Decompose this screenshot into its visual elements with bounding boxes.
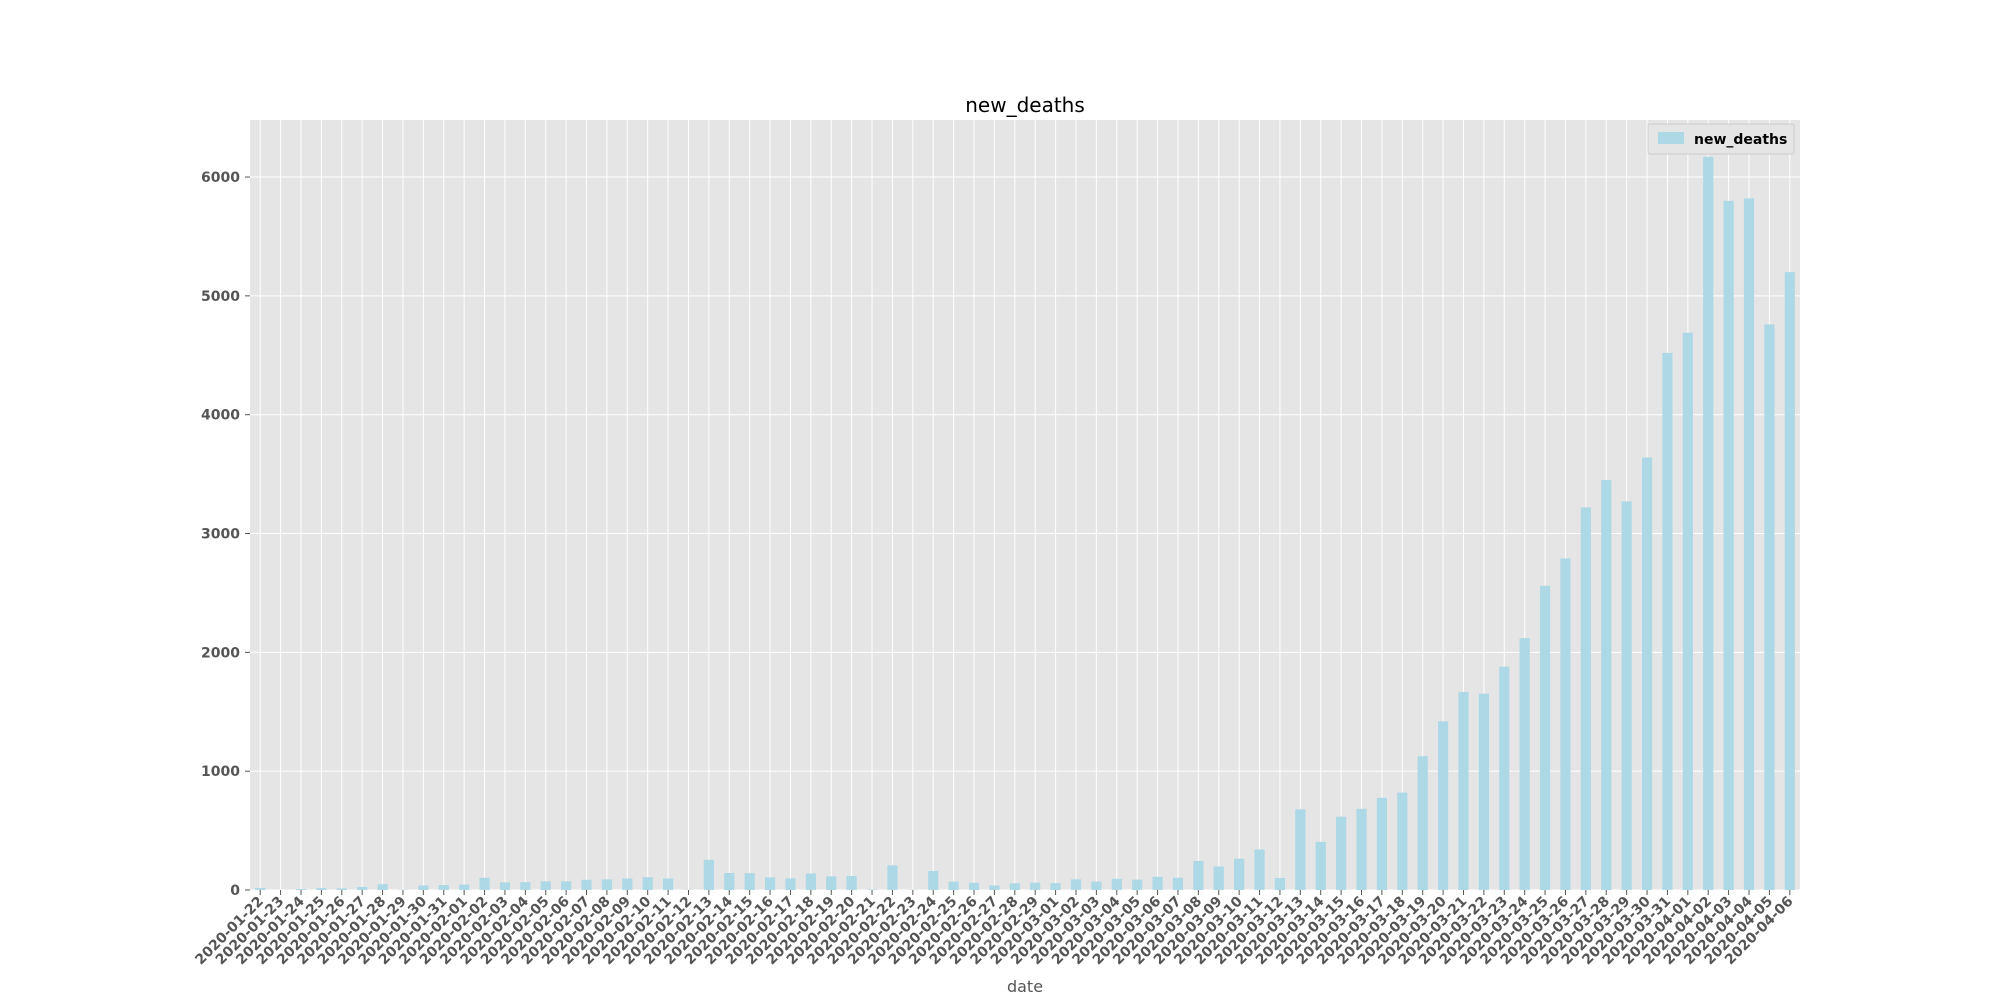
bar — [662, 878, 674, 890]
bar — [1723, 200, 1734, 890]
bar — [1234, 858, 1245, 890]
y-tick-label: 6000 — [201, 170, 240, 186]
bar — [561, 881, 572, 890]
bar — [1560, 558, 1571, 890]
bar — [540, 881, 551, 890]
bar — [968, 882, 980, 890]
bar — [1641, 457, 1653, 890]
bar — [1070, 879, 1082, 890]
bar — [846, 875, 857, 890]
bar — [1437, 721, 1449, 890]
bar — [1764, 324, 1775, 891]
bar — [1703, 156, 1714, 890]
bar — [1091, 881, 1102, 890]
y-axis-ticks: 0 1000 2000 3000 4000 5000 6000 — [201, 170, 250, 899]
y-tick-label: 5000 — [201, 289, 240, 305]
y-tick-label: 2000 — [201, 645, 240, 661]
bar — [1601, 480, 1612, 890]
bar — [1009, 883, 1020, 890]
y-tick-label: 0 — [230, 883, 240, 899]
bar — [948, 881, 959, 890]
bar — [1193, 861, 1204, 890]
bar — [479, 877, 490, 890]
bar — [377, 884, 388, 890]
bar — [438, 885, 449, 890]
bar — [255, 887, 266, 890]
bar — [1743, 198, 1755, 891]
bar — [316, 888, 327, 890]
bar — [1662, 352, 1673, 890]
legend-swatch — [1658, 132, 1684, 144]
bar — [1356, 808, 1367, 890]
bar — [1417, 756, 1428, 890]
bar — [1784, 272, 1795, 890]
bar — [1213, 866, 1224, 890]
bar — [1478, 693, 1489, 890]
bar — [1050, 883, 1061, 890]
bar — [601, 879, 613, 890]
x-axis-label: date — [1007, 977, 1043, 996]
bar — [1499, 666, 1510, 890]
bar — [499, 882, 511, 890]
bar — [1274, 877, 1286, 890]
bar — [928, 870, 939, 890]
bar — [826, 876, 837, 890]
bar — [295, 889, 307, 890]
bar — [1519, 638, 1530, 890]
bar — [1315, 841, 1326, 890]
legend-label: new_deaths — [1694, 132, 1787, 148]
x-axis-ticks: 2020-01-222020-01-232020-01-242020-01-25… — [192, 890, 1797, 968]
bar — [622, 878, 633, 890]
bar — [459, 884, 470, 890]
y-tick-label: 4000 — [201, 408, 240, 424]
bar — [1172, 877, 1184, 890]
y-tick-label: 1000 — [201, 764, 240, 780]
bar — [1152, 876, 1163, 890]
bar — [805, 873, 816, 890]
bar — [764, 877, 776, 890]
bar — [1111, 878, 1122, 890]
bar — [989, 885, 1000, 890]
bar — [520, 882, 531, 890]
bar — [1376, 797, 1388, 890]
chart-title: new_deaths — [965, 93, 1085, 117]
bar — [785, 878, 796, 890]
bar — [1539, 585, 1551, 890]
bar — [724, 873, 735, 890]
bar — [1621, 501, 1632, 890]
bar — [1295, 809, 1306, 890]
bar — [1254, 849, 1265, 890]
bar — [887, 865, 898, 890]
y-tick-label: 3000 — [201, 527, 240, 543]
legend: new_deaths — [1647, 123, 1795, 155]
bar — [1132, 879, 1143, 890]
bar — [1030, 882, 1041, 890]
bar — [336, 888, 347, 890]
bar — [418, 885, 429, 890]
legend-box — [1647, 123, 1795, 155]
bar — [1580, 507, 1591, 890]
bar — [1458, 691, 1469, 890]
bar — [1682, 332, 1693, 890]
bar — [744, 873, 755, 890]
bar — [703, 859, 714, 890]
bar — [357, 886, 368, 890]
bar — [642, 877, 653, 890]
bar — [1397, 792, 1408, 890]
bars — [255, 156, 1795, 891]
bar — [1336, 816, 1347, 890]
bar — [581, 879, 592, 890]
